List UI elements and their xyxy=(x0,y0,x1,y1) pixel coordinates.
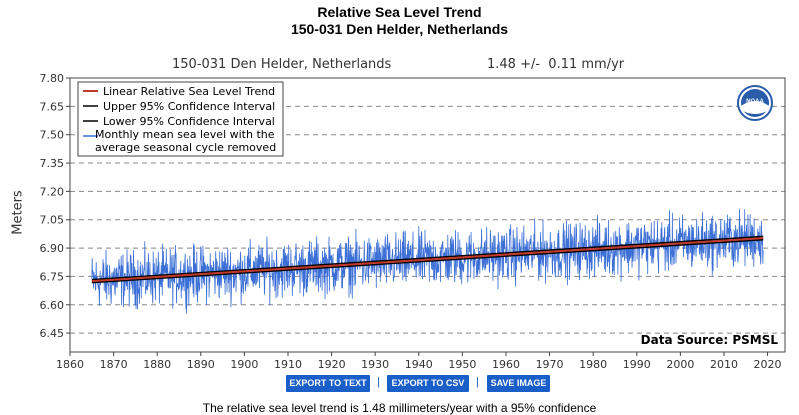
linear-trend-line xyxy=(91,237,764,283)
y-tick-label: 7.65 xyxy=(40,100,65,113)
station-label: 150-031 Den Helder, Netherlands xyxy=(172,57,392,72)
legend-item-monthly-1: Monthly mean sea level with the xyxy=(95,128,275,141)
x-tick-label: 1860 xyxy=(56,358,84,370)
export-to-text-button[interactable]: EXPORT TO TEXT xyxy=(286,375,370,392)
export-to-csv-button[interactable]: EXPORT TO CSV xyxy=(387,375,469,392)
monthly-sea-level-line xyxy=(91,208,764,314)
footer-summary: The relative sea level trend is 1.48 mil… xyxy=(202,401,597,415)
x-tick-label: 1880 xyxy=(143,358,171,370)
x-tick-label: 1900 xyxy=(230,358,258,370)
x-tick-label: 1930 xyxy=(361,358,389,370)
x-tick-label: 1920 xyxy=(318,358,346,370)
noaa-logo-text: NOAA xyxy=(746,99,764,105)
y-tick-label: 7.50 xyxy=(40,129,65,142)
x-tick-label: 1950 xyxy=(448,358,476,370)
legend-item-monthly-2: average seasonal cycle removed xyxy=(95,141,276,154)
noaa-logo-icon: NOAA xyxy=(737,85,773,121)
trend-label: 1.48 +/- 0.11 mm/yr xyxy=(487,57,625,72)
x-tick-label: 2000 xyxy=(666,358,694,370)
button-separator: | xyxy=(476,376,479,388)
x-tick-label: 1870 xyxy=(100,358,128,370)
y-tick-label: 7.80 xyxy=(40,72,65,85)
y-tick-label: 7.05 xyxy=(40,214,65,227)
legend-item-upper: Upper 95% Confidence Interval xyxy=(103,100,275,113)
x-tick-label: 1970 xyxy=(536,358,564,370)
chart-subtitle: 150-031 Den Helder, Netherlands xyxy=(290,21,509,37)
x-tick-label: 1890 xyxy=(187,358,215,370)
y-tick-label: 6.75 xyxy=(40,270,65,283)
export-button-row: EXPORT TO TEXT | EXPORT TO CSV | SAVE IM… xyxy=(0,375,799,393)
axis-layer: 6.45 6.60 6.75 6.90 7.05 7.20 7.35 7.50 7.65 7.80… xyxy=(40,72,782,370)
legend-box: Linear Relative Sea Level Trend Upper 95… xyxy=(77,81,284,157)
y-tick-label: 6.45 xyxy=(40,327,65,340)
save-image-button[interactable]: SAVE IMAGE xyxy=(487,375,550,392)
y-tick-label: 6.60 xyxy=(40,299,65,312)
lower-confidence-line xyxy=(91,239,764,284)
x-tick-label: 1990 xyxy=(623,358,651,370)
sea-level-chart: 6.45 6.60 6.75 6.90 7.05 7.20 7.35 7.50 7.65 7.80… xyxy=(40,72,786,370)
x-tick-label: 1940 xyxy=(405,358,433,370)
x-tick-label: 1960 xyxy=(492,358,520,370)
legend-item-trend: Linear Relative Sea Level Trend xyxy=(103,85,275,98)
upper-confidence-line xyxy=(91,235,764,281)
x-tick-label: 1980 xyxy=(579,358,607,370)
legend-item-lower: Lower 95% Confidence Interval xyxy=(103,115,275,128)
plot-frame xyxy=(69,77,786,353)
series-layer xyxy=(91,208,764,314)
x-tick-label: 2010 xyxy=(710,358,738,370)
button-separator: | xyxy=(377,376,380,388)
y-tick-label: 7.35 xyxy=(40,157,65,170)
chart-title: Relative Sea Level Trend xyxy=(317,4,482,20)
y-tick-label: 7.20 xyxy=(40,185,65,198)
x-tick-label: 1910 xyxy=(274,358,302,370)
x-tick-label: 2020 xyxy=(754,358,782,370)
y-tick-label: 6.90 xyxy=(40,242,65,255)
data-source-label: Data Source: PSMSL xyxy=(641,333,779,347)
